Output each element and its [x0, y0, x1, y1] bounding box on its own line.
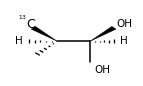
Text: H: H — [120, 36, 128, 46]
Text: OH: OH — [94, 65, 110, 75]
Text: C: C — [26, 18, 35, 31]
Polygon shape — [90, 26, 116, 41]
Polygon shape — [31, 26, 57, 41]
Text: H: H — [15, 36, 22, 46]
Text: $^{13}$: $^{13}$ — [18, 14, 27, 23]
Text: OH: OH — [117, 19, 133, 29]
